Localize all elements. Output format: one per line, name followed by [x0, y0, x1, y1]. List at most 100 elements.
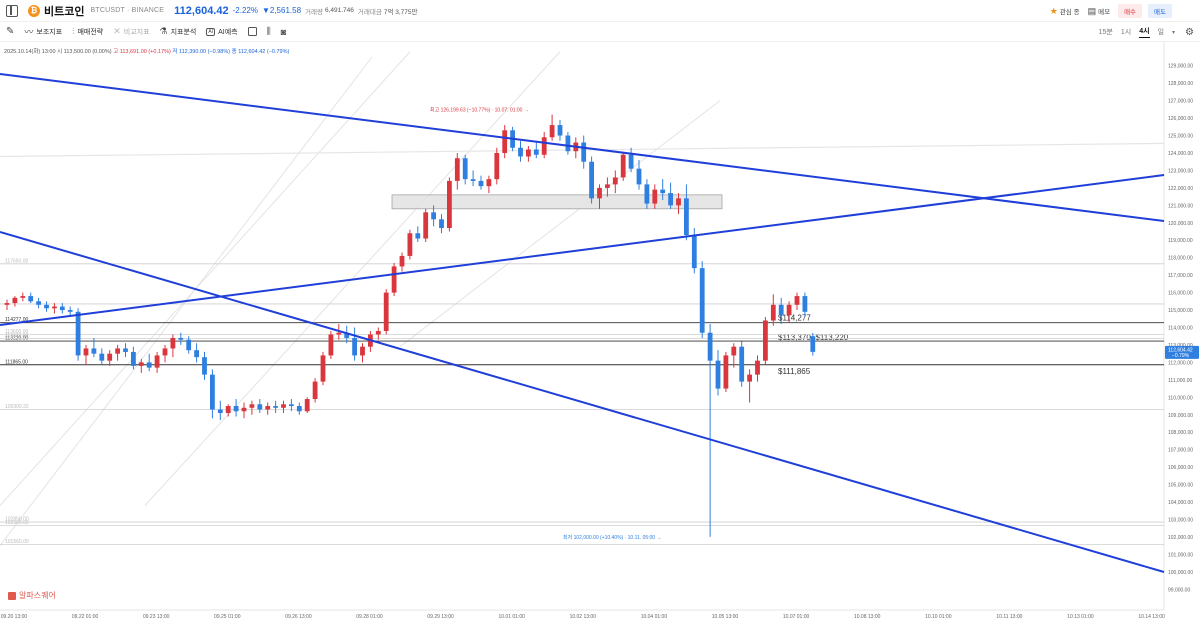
x-tick-label: 10.05 13:00	[712, 614, 739, 620]
trend-line	[0, 174, 1165, 326]
candle-body	[684, 198, 689, 236]
timeframe-1d[interactable]: 일	[1157, 29, 1165, 36]
compare-button[interactable]: ✕ 비교지표	[113, 26, 149, 37]
candle-body	[304, 399, 310, 412]
candle-body	[707, 332, 713, 361]
x-tick-label: 09.20 13:00	[1, 614, 28, 620]
x-tick-label: 09.29 13:00	[427, 614, 454, 620]
price-level-label: 109300.32	[5, 404, 29, 410]
drawing-channel-line	[0, 51, 411, 506]
trade-value-label: 거래대금	[357, 8, 382, 16]
y-tick-label: 121,000.00	[1168, 203, 1193, 209]
candle-body	[99, 353, 105, 361]
coin-pair: BTCUSDT · BINANCE	[90, 7, 165, 14]
y-tick-label: 101,000.00	[1168, 552, 1193, 558]
x-tick-label: 10.10 01:00	[925, 614, 952, 620]
candle-body	[75, 311, 81, 356]
candle-body	[312, 381, 318, 400]
candle-body	[383, 292, 389, 331]
current-price: 112,604.42	[174, 4, 229, 17]
timeframe-4h[interactable]: 4시	[1139, 26, 1150, 38]
chart-area[interactable]: 99,000.00 100,000.00 101,000.00 102,000.00 1…	[0, 42, 1200, 622]
resistance-zone	[391, 194, 723, 210]
coin-name[interactable]: 비트코인	[44, 5, 85, 18]
candle-body	[233, 406, 239, 412]
compare-icon: ✕	[113, 26, 121, 36]
y-tick-label: 124,000.00	[1168, 151, 1193, 157]
candle-body	[439, 219, 444, 229]
candle-body	[328, 334, 334, 356]
y-tick-label: 111,000.00	[1168, 378, 1193, 384]
strategy-label: 매매전략	[77, 28, 104, 36]
x-tick-label: 09.25 01:00	[214, 614, 241, 620]
y-tick-label: 129,000.00	[1168, 64, 1193, 70]
candle-body	[755, 360, 760, 375]
trend-line	[0, 231, 1165, 573]
watch-button[interactable]: ★ 관심 종	[1050, 6, 1080, 17]
timeframe-1h[interactable]: 1시	[1120, 29, 1132, 36]
candle-body	[454, 158, 460, 181]
current-price-tag	[1165, 345, 1199, 359]
candle-body	[423, 212, 429, 239]
sidebar-toggle-icon[interactable]	[6, 4, 18, 17]
y-tick-label: 104,000.00	[1168, 500, 1193, 506]
candle-body	[802, 296, 808, 312]
candle-body	[581, 142, 587, 162]
x-tick-label: 10.01 01:00	[498, 614, 525, 620]
x-tick-label: 09.22 01:00	[72, 614, 99, 620]
gear-icon[interactable]: ⚙	[1185, 26, 1194, 38]
price-level-label: 113370.00	[5, 333, 28, 339]
y-tick-label: 118,000.00	[1168, 256, 1193, 262]
analysis-button[interactable]: ⚗ 지표분석	[160, 26, 197, 37]
layout-square-icon[interactable]	[247, 27, 257, 36]
candle-body	[320, 355, 326, 382]
candle-body	[407, 233, 413, 256]
candle-body	[131, 351, 136, 366]
y-tick-label: 110,000.00	[1168, 395, 1193, 401]
price-chart[interactable]: 99,000.00 100,000.00 101,000.00 102,000.00 1…	[0, 42, 1200, 622]
ai-icon: AI	[206, 27, 216, 36]
candle-body	[794, 296, 800, 305]
candles-group	[4, 114, 816, 537]
ai-predict-button[interactable]: AI AI예측	[206, 27, 238, 37]
star-icon: ★	[1049, 5, 1058, 16]
candle-body	[91, 348, 97, 354]
strategy-button[interactable]: ⫶ 매매전략	[72, 26, 103, 37]
candle-body	[83, 348, 89, 356]
price-level-label: 102850.00	[5, 517, 29, 523]
bitcoin-icon: ₿	[28, 4, 40, 17]
watch-label: 관심 종	[1059, 9, 1080, 16]
candle-body	[241, 407, 247, 412]
volume-label: 거래량	[305, 8, 323, 16]
candle-body	[770, 304, 776, 321]
chart-toolbar: ✎ 〰 보조지표 ⫶ 매매전략 ✕ 비교지표 ⚗ 지표분석 AI AI예측 ⫼ …	[0, 22, 1200, 42]
candle-body	[28, 296, 34, 302]
change-percent: -2.22%	[232, 6, 258, 15]
sell-button[interactable]: 매도	[1148, 4, 1172, 18]
price-level-annotation: $111,865	[778, 367, 811, 376]
timeframe-15m[interactable]: 15분	[1098, 29, 1113, 36]
y-tick-label: 116,000.00	[1168, 291, 1193, 297]
indicator-button[interactable]: 〰 보조지표	[24, 25, 62, 38]
candle-body	[186, 339, 192, 351]
candle-body	[52, 306, 57, 309]
buy-button[interactable]: 매수	[1118, 4, 1143, 18]
camera-icon[interactable]: ◙	[280, 26, 287, 37]
candle-body	[225, 406, 231, 414]
y-tick-label: 119,000.00	[1168, 238, 1193, 244]
candle-body	[107, 353, 113, 361]
pencil-icon[interactable]: ✎	[6, 26, 15, 37]
candle-body	[20, 296, 26, 298]
candle-body	[123, 348, 128, 352]
memo-button[interactable]: ▤ 메모	[1088, 6, 1110, 17]
low-annotation: 최저 102,000.00 (+10.40%) · 10.11. 05:00 →	[563, 534, 661, 541]
candle-body	[12, 297, 18, 304]
candle-body	[786, 304, 792, 316]
chevron-down-icon[interactable]: ▾	[1172, 29, 1176, 36]
ohlc-high: 113,691.00 (+0.17%)	[119, 49, 171, 55]
candle-body	[210, 374, 215, 410]
candle-icon[interactable]: ⫼	[266, 26, 271, 36]
candle-body	[676, 198, 681, 206]
candle-body	[399, 255, 405, 267]
candle-body	[660, 189, 666, 194]
